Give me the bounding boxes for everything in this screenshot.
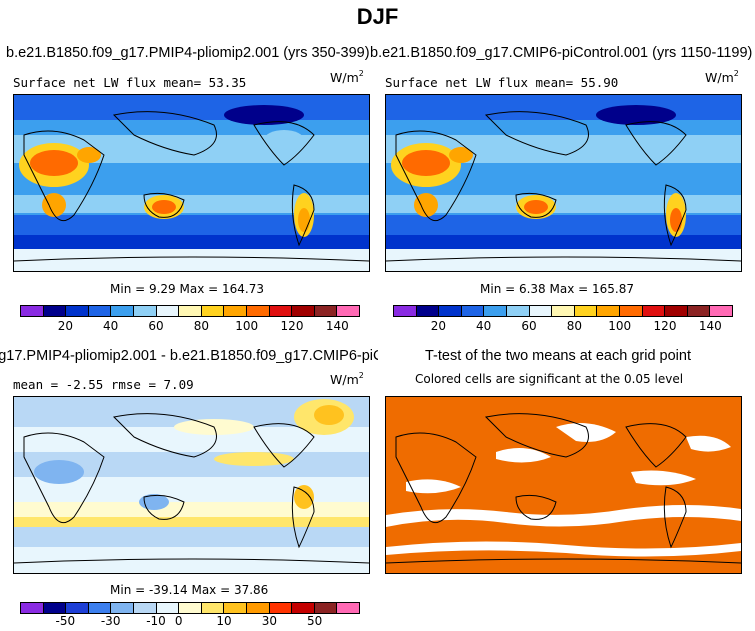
colorbar-swatch xyxy=(156,603,180,613)
map-top-left xyxy=(13,94,370,272)
map-top-right xyxy=(385,94,742,272)
colorbar-swatch xyxy=(687,306,711,316)
colorbar-tick-label: 40 xyxy=(476,319,492,333)
colorbar-tick-label: 140 xyxy=(325,319,349,333)
colorbar-tick-label: 140 xyxy=(698,319,722,333)
colorbar-tick-label: 120 xyxy=(280,319,304,333)
units-bottom-left: W/m2 xyxy=(330,371,364,388)
colorbar-swatch xyxy=(88,306,112,316)
colorbar-tick-label: 80 xyxy=(193,319,209,333)
colorbar-swatch xyxy=(314,603,338,613)
colorbar-tick-label: 10 xyxy=(216,614,232,628)
units-top-right: W/m2 xyxy=(705,69,739,86)
colorbar-ticks-top-right: 20 40 60 80 100 120 140 xyxy=(393,319,733,335)
colorbar-swatch xyxy=(619,306,643,316)
colorbar-tick-label: 0 xyxy=(174,614,183,628)
colorbar-tick-label: 80 xyxy=(566,319,582,333)
colorbar-tick-label: 60 xyxy=(521,319,537,333)
colorbar-swatch xyxy=(337,603,359,613)
colorbar-swatch xyxy=(246,306,270,316)
colorbar-tick-label: -10 xyxy=(146,614,166,628)
colorbar-swatch xyxy=(574,306,598,316)
colorbar-swatch xyxy=(179,306,202,316)
colorbar-swatch xyxy=(439,306,462,316)
mean-label-bottom-left: mean = -2.55 rmse = 7.09 xyxy=(13,377,194,392)
colorbar-swatch xyxy=(642,306,666,316)
colorbar-swatch xyxy=(224,603,247,613)
units-top-left: W/m2 xyxy=(330,69,364,86)
colorbar-tick-label: 120 xyxy=(653,319,677,333)
colorbar-tick-label: 100 xyxy=(608,319,632,333)
colorbar-tick-label: 20 xyxy=(430,319,446,333)
colorbar-swatch xyxy=(506,306,530,316)
map-field-top-right xyxy=(386,95,741,271)
colorbar-tick-label: -30 xyxy=(100,614,121,628)
colorbar-swatch xyxy=(337,306,359,316)
colorbar-swatch xyxy=(66,603,89,613)
colorbar-swatch xyxy=(201,603,225,613)
colorbar-tick-label: 30 xyxy=(261,614,277,628)
colorbar-swatch xyxy=(292,603,315,613)
colorbar-swatch xyxy=(484,306,507,316)
map-bottom-right xyxy=(385,396,742,574)
colorbar-tick-label: 100 xyxy=(235,319,259,333)
map-bottom-left xyxy=(13,396,370,574)
colorbar-swatch xyxy=(111,306,134,316)
colorbar-swatch xyxy=(710,306,732,316)
colorbar-swatch xyxy=(314,306,338,316)
colorbar-swatch xyxy=(133,306,157,316)
map-field-bottom-left xyxy=(14,397,369,573)
colorbar-swatch xyxy=(66,306,89,316)
significance-label-bottom-right: Colored cells are significant at the 0.0… xyxy=(415,372,684,386)
mean-label-top-right: Surface net LW flux mean= 55.90 xyxy=(385,75,619,90)
map-field-bottom-right xyxy=(386,397,741,573)
case-name-bottom-right: T-test of the two means at each grid poi… xyxy=(425,348,691,364)
colorbar-bottom-left xyxy=(20,602,360,614)
case-name-top-right: b.e21.B1850.f09_g17.CMIP6-piControl.001 … xyxy=(370,45,753,61)
colorbar-swatch xyxy=(665,306,688,316)
colorbar-swatch xyxy=(269,603,293,613)
colorbar-tick-label: 40 xyxy=(103,319,119,333)
colorbar-swatch xyxy=(21,603,44,613)
colorbar-swatch xyxy=(246,603,270,613)
colorbar-swatch xyxy=(179,603,202,613)
map-field-top-left xyxy=(14,95,369,271)
figure-title: DJF xyxy=(356,4,399,29)
mean-label-top-left: Surface net LW flux mean= 53.35 xyxy=(13,75,247,90)
minmax-top-right: Min = 6.38 Max = 165.87 xyxy=(480,282,634,296)
colorbar-swatch xyxy=(224,306,247,316)
colorbar-swatch xyxy=(156,306,180,316)
colorbar-top-left xyxy=(20,305,360,317)
minmax-top-left: Min = 9.29 Max = 164.73 xyxy=(110,282,264,296)
colorbar-swatch xyxy=(88,603,112,613)
minmax-bottom-left: Min = -39.14 Max = 37.86 xyxy=(110,583,269,597)
colorbar-swatch xyxy=(43,603,67,613)
colorbar-ticks-bottom-left: -50 -30 -10 0 10 30 50 xyxy=(20,614,360,630)
colorbar-swatch xyxy=(201,306,225,316)
colorbar-swatch xyxy=(416,306,440,316)
case-name-top-left: b.e21.B1850.f09_g17.PMIP4-pliomip2.001 (… xyxy=(6,45,370,61)
colorbar-swatch xyxy=(133,603,157,613)
colorbar-swatch xyxy=(292,306,315,316)
colorbar-swatch xyxy=(529,306,553,316)
colorbar-swatch xyxy=(111,603,134,613)
colorbar-swatch xyxy=(597,306,620,316)
colorbar-swatch xyxy=(21,306,44,316)
colorbar-top-right xyxy=(393,305,733,317)
colorbar-tick-label: -50 xyxy=(55,614,76,628)
colorbar-tick-label: 50 xyxy=(307,614,323,628)
colorbar-ticks-top-left: 20 40 60 80 100 120 140 xyxy=(20,319,360,335)
case-name-bottom-left: b.e21.B1850.f09_g17.PMIP4-pliomip2.001 -… xyxy=(0,348,378,364)
colorbar-swatch xyxy=(552,306,575,316)
colorbar-tick-label: 20 xyxy=(57,319,73,333)
colorbar-swatch xyxy=(461,306,485,316)
colorbar-swatch xyxy=(43,306,67,316)
colorbar-swatch xyxy=(394,306,417,316)
colorbar-swatch xyxy=(269,306,293,316)
colorbar-tick-label: 60 xyxy=(148,319,164,333)
